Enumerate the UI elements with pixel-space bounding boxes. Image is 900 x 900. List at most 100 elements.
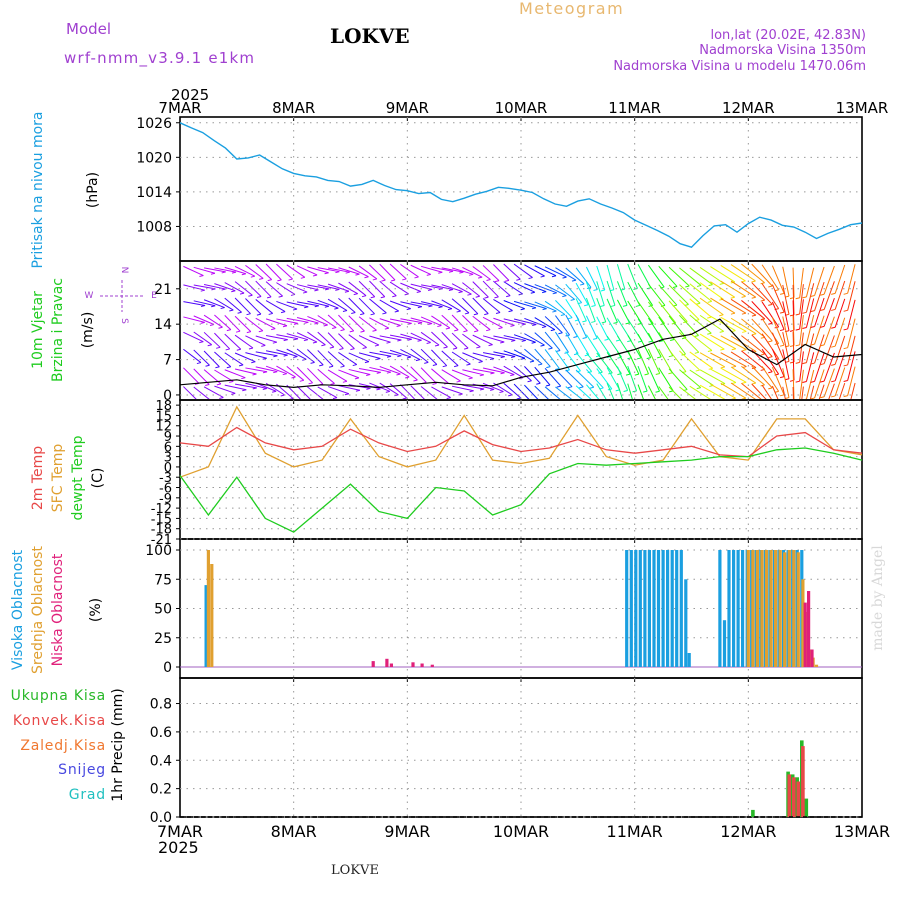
cloud-bar — [801, 579, 805, 668]
wind-arrow — [627, 365, 637, 392]
top-tick-label: 10MAR — [495, 99, 548, 117]
wind-arrow — [400, 348, 421, 361]
wind-arrow — [224, 352, 244, 366]
wind-arrow — [389, 263, 407, 280]
wind-arrow — [751, 334, 773, 357]
wind-arrowhead — [469, 273, 474, 276]
wind-arrowhead — [376, 357, 381, 360]
wind-arrowhead — [571, 279, 577, 282]
wind-arrow — [503, 382, 522, 399]
wind-arrow — [203, 386, 224, 398]
wind-arrow — [358, 280, 376, 298]
wind-arrow — [805, 298, 815, 328]
wind-arrowhead — [600, 289, 605, 292]
wind-arrowhead — [267, 279, 272, 282]
wind-arrowhead — [742, 381, 747, 384]
wind-arrow — [658, 284, 678, 306]
wind-arrowhead — [810, 310, 815, 313]
wind-arrowhead — [768, 387, 773, 390]
wind-arrowhead — [843, 347, 848, 350]
dir-n-label: N — [119, 267, 129, 274]
wind-arrow — [761, 264, 780, 291]
wind-arrowhead — [780, 414, 784, 415]
wind-arrowhead — [795, 313, 800, 316]
wind-arrowhead — [292, 308, 298, 311]
wind-arrowhead — [226, 329, 231, 332]
wind-arrow — [214, 332, 231, 350]
wind-arrow — [245, 280, 262, 297]
wind-arrow — [814, 315, 825, 345]
wind-arrow — [555, 368, 573, 388]
wind-arrow — [462, 333, 481, 348]
wind-arrowhead — [790, 417, 794, 418]
wind-arrowhead — [438, 271, 443, 274]
wind-arrow — [307, 300, 329, 307]
high-cloud-ylabel: Visoka Oblacnost — [10, 549, 26, 670]
bottom-year-label: 2025 — [158, 838, 199, 857]
wind-arrowhead — [625, 373, 631, 376]
wind-arrow — [850, 382, 856, 399]
top-tick-label: 13MAR — [836, 99, 889, 117]
wind-arrowhead — [266, 296, 272, 299]
wind-arrowhead — [351, 312, 356, 315]
y-tick-label: 1026 — [136, 116, 172, 132]
wind-arrow — [296, 317, 319, 324]
wind-arrow — [771, 301, 785, 330]
wind-arrowhead — [417, 339, 422, 342]
wind-arrow — [720, 335, 747, 351]
wind-arrow — [286, 283, 308, 293]
wind-arrow — [317, 331, 335, 348]
wind-arrowhead — [366, 387, 371, 390]
wind-arrow — [782, 316, 790, 346]
wind-arrow — [710, 297, 736, 314]
wind-arrowhead — [484, 296, 489, 299]
wind-arrow — [565, 386, 583, 399]
wind-arrow — [805, 333, 815, 363]
wind-arrowhead — [644, 373, 649, 376]
wind-arrowhead — [352, 364, 357, 367]
wind-arrow — [441, 314, 459, 331]
wind-arrow — [554, 331, 569, 353]
wind-arrowhead — [252, 373, 257, 376]
wind-arrowhead — [321, 344, 326, 347]
wind-arrowhead — [426, 273, 431, 276]
cloud-bar — [736, 550, 740, 667]
wind-arrow — [606, 382, 615, 399]
wind-arrow — [493, 317, 515, 326]
wind-arrowhead — [251, 361, 256, 364]
wind-arrowhead — [768, 340, 773, 343]
wind-arrow — [847, 264, 856, 294]
wind-arrowhead — [229, 309, 234, 312]
wind-arrowhead — [620, 288, 625, 291]
wind-arrowhead — [811, 413, 815, 414]
wind-arrowhead — [207, 344, 212, 347]
wind-arrow — [265, 300, 286, 313]
wind-arrow — [720, 298, 747, 314]
wind-arrowhead — [290, 293, 296, 296]
wind-arrowhead — [413, 379, 418, 382]
wind-arrowhead — [613, 407, 617, 408]
wind-arrowhead — [545, 384, 551, 387]
wind-arrowhead — [528, 277, 533, 280]
wind-arrow — [420, 386, 438, 399]
low-cloud-ylabel: Niska Oblacnost — [50, 553, 66, 666]
wind-arrow — [771, 317, 785, 346]
wind-arrowhead — [831, 363, 836, 366]
wind-arrowhead — [695, 302, 701, 305]
wind-arrow — [596, 335, 612, 357]
wind-arrow — [627, 300, 643, 324]
wind-arrowhead — [694, 351, 699, 354]
wind-arrowhead — [636, 357, 642, 360]
wind-arrowhead — [261, 344, 266, 347]
wind-arrowhead — [293, 322, 299, 325]
wind-arrow — [606, 298, 618, 323]
wind-arrowhead — [417, 322, 423, 325]
top-tick-label: 9MAR — [386, 99, 429, 117]
cloud-bar — [807, 591, 811, 667]
wind-arrow — [462, 369, 484, 376]
wind-arrow — [720, 367, 747, 383]
wind-arrow — [410, 301, 433, 307]
wind-arrowhead — [466, 363, 471, 366]
y-tick-label: -21 — [151, 533, 172, 548]
wind-arrow — [265, 365, 287, 375]
